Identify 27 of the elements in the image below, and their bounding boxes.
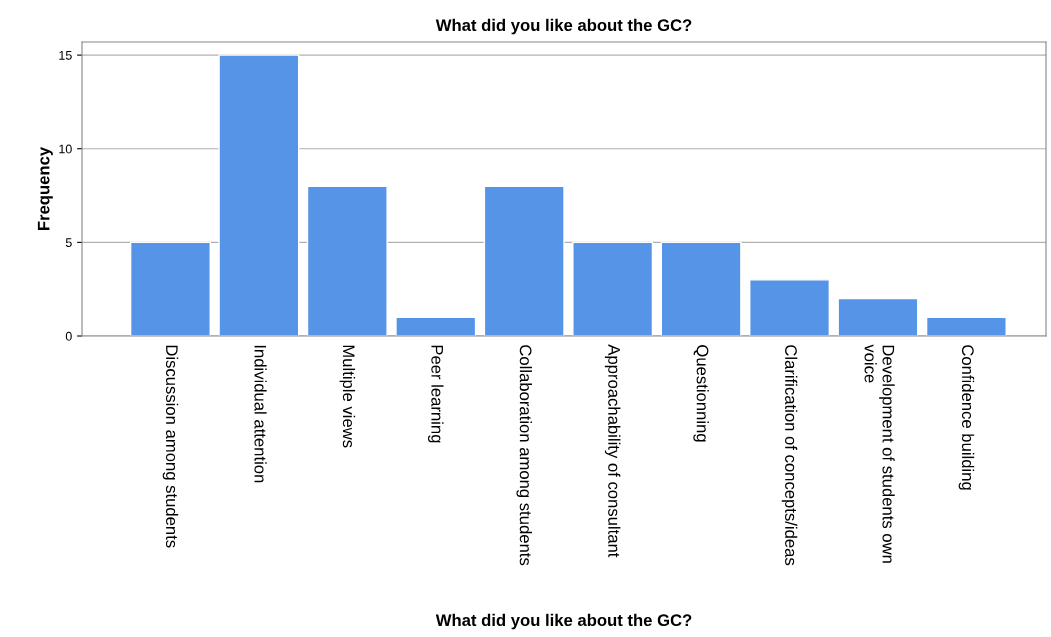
y-tick-label: 10 — [59, 144, 72, 154]
chart-title: What did you like about the GC? — [435, 18, 692, 35]
x-tick-label: Multiple views — [339, 345, 356, 448]
y-tick-label: 5 — [65, 238, 72, 248]
y-tick-label: 15 — [59, 51, 72, 60]
bar — [218, 54, 300, 336]
x-tick-label: Approachability of consultant — [604, 344, 621, 558]
bar — [306, 185, 388, 336]
bar — [660, 241, 742, 336]
x-tick-label: Development of students own voice — [864, 344, 895, 563]
x-tick-label: Peer learning — [427, 345, 444, 443]
bar — [129, 241, 211, 336]
bar — [395, 316, 477, 336]
bar — [925, 316, 1007, 336]
x-tick-label: Discussion among students — [162, 345, 179, 548]
bar — [572, 241, 654, 336]
x-tick-label: Clarification of concepts/ideas — [781, 345, 798, 566]
y-axis-title: Frequency — [37, 146, 53, 231]
x-tick-label: Collaboration among students — [516, 345, 532, 566]
bar — [483, 185, 565, 336]
x-tick-label: Confidence building — [958, 345, 975, 490]
bar — [749, 279, 831, 336]
x-axis-title: What did you like about the GC? — [435, 613, 692, 630]
x-tick-label: Individual attention — [254, 345, 267, 483]
y-tick-label: 0 — [65, 331, 72, 341]
bar — [837, 297, 919, 336]
x-tick-label: Questionning — [693, 345, 709, 442]
